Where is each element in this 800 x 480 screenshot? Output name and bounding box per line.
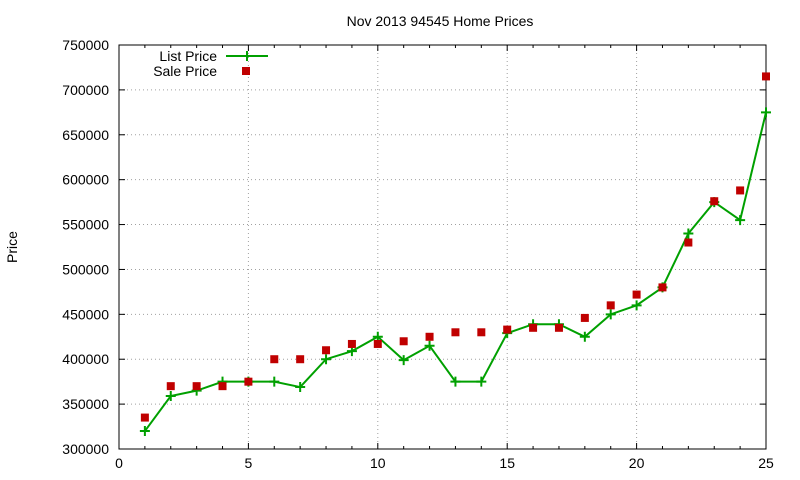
sale-price-point: [710, 197, 719, 206]
list-price-point: [579, 331, 590, 342]
legend-marker-list-price: [242, 51, 252, 61]
legend-label-sale-price: Sale Price: [153, 63, 217, 79]
y-tick-label: 300000: [62, 441, 109, 457]
list-price-point: [450, 376, 461, 387]
sale-price-point: [580, 313, 589, 322]
list-price-point: [139, 426, 150, 437]
x-tick-label: 25: [758, 455, 774, 471]
sale-price-point: [529, 323, 538, 332]
sale-price-point: [296, 355, 305, 364]
sale-price-point: [736, 186, 745, 195]
plot-frame: [118, 44, 767, 450]
sale-price-point: [503, 325, 512, 334]
y-tick-label: 350000: [62, 396, 109, 412]
list-price-point: [761, 107, 771, 118]
sale-price-point: [270, 355, 279, 364]
sale-price-point: [554, 323, 563, 332]
list-price-point: [165, 391, 176, 402]
sale-price-point: [606, 301, 615, 310]
x-tick-label: 10: [370, 455, 386, 471]
list-price-point: [476, 376, 487, 387]
y-axis-label: Price: [4, 231, 20, 263]
x-tick-label: 15: [499, 455, 515, 471]
list-price-point: [605, 309, 616, 320]
y-tick-label: 400000: [62, 351, 109, 367]
list-price-point: [269, 376, 280, 387]
y-tick-label: 450000: [62, 306, 109, 322]
list-price-point: [424, 340, 435, 351]
sale-price-point: [322, 346, 331, 355]
sale-price-point: [762, 72, 770, 81]
sale-price-point: [399, 337, 408, 346]
sale-price-point: [373, 339, 382, 348]
axes: 0 5 10 15 20 25 300000 350000 400000 450000 500000…: [62, 37, 774, 471]
x-tick-label: 5: [245, 455, 253, 471]
sale-price-point: [140, 413, 149, 422]
list-price-point: [631, 300, 642, 311]
y-tick-label: 700000: [62, 82, 109, 98]
sale-price-point: [658, 283, 667, 292]
x-tick-label: 20: [629, 455, 645, 471]
sale-price-point: [166, 382, 175, 391]
list-price-point: [321, 354, 332, 365]
y-tick-label: 550000: [62, 217, 109, 233]
list-price-point: [735, 215, 746, 226]
legend-marker-sale-price: [242, 67, 250, 75]
y-tick-label: 650000: [62, 127, 109, 143]
sale-price-point: [451, 328, 460, 337]
sale-price-point: [192, 382, 201, 391]
y-tick-label: 600000: [62, 172, 109, 188]
chart-title: Nov 2013 94545 Home Prices: [347, 13, 534, 29]
sale-price-point: [425, 332, 434, 341]
sale-price-point: [347, 339, 356, 348]
x-tick-label: 0: [115, 455, 123, 471]
sale-price-point: [632, 290, 641, 299]
list-price-point: [398, 355, 409, 366]
sale-price-point: [218, 382, 227, 391]
list-price-point: [683, 228, 694, 239]
sale-price-point: [244, 377, 253, 386]
y-tick-label: 750000: [62, 37, 109, 53]
legend-label-list-price: List Price: [159, 48, 217, 64]
sale-price-point: [684, 238, 693, 247]
sale-price-point: [477, 328, 486, 337]
series: [139, 72, 771, 437]
y-tick-label: 500000: [62, 261, 109, 277]
list-price-point: [295, 382, 306, 393]
grid: [119, 45, 766, 449]
